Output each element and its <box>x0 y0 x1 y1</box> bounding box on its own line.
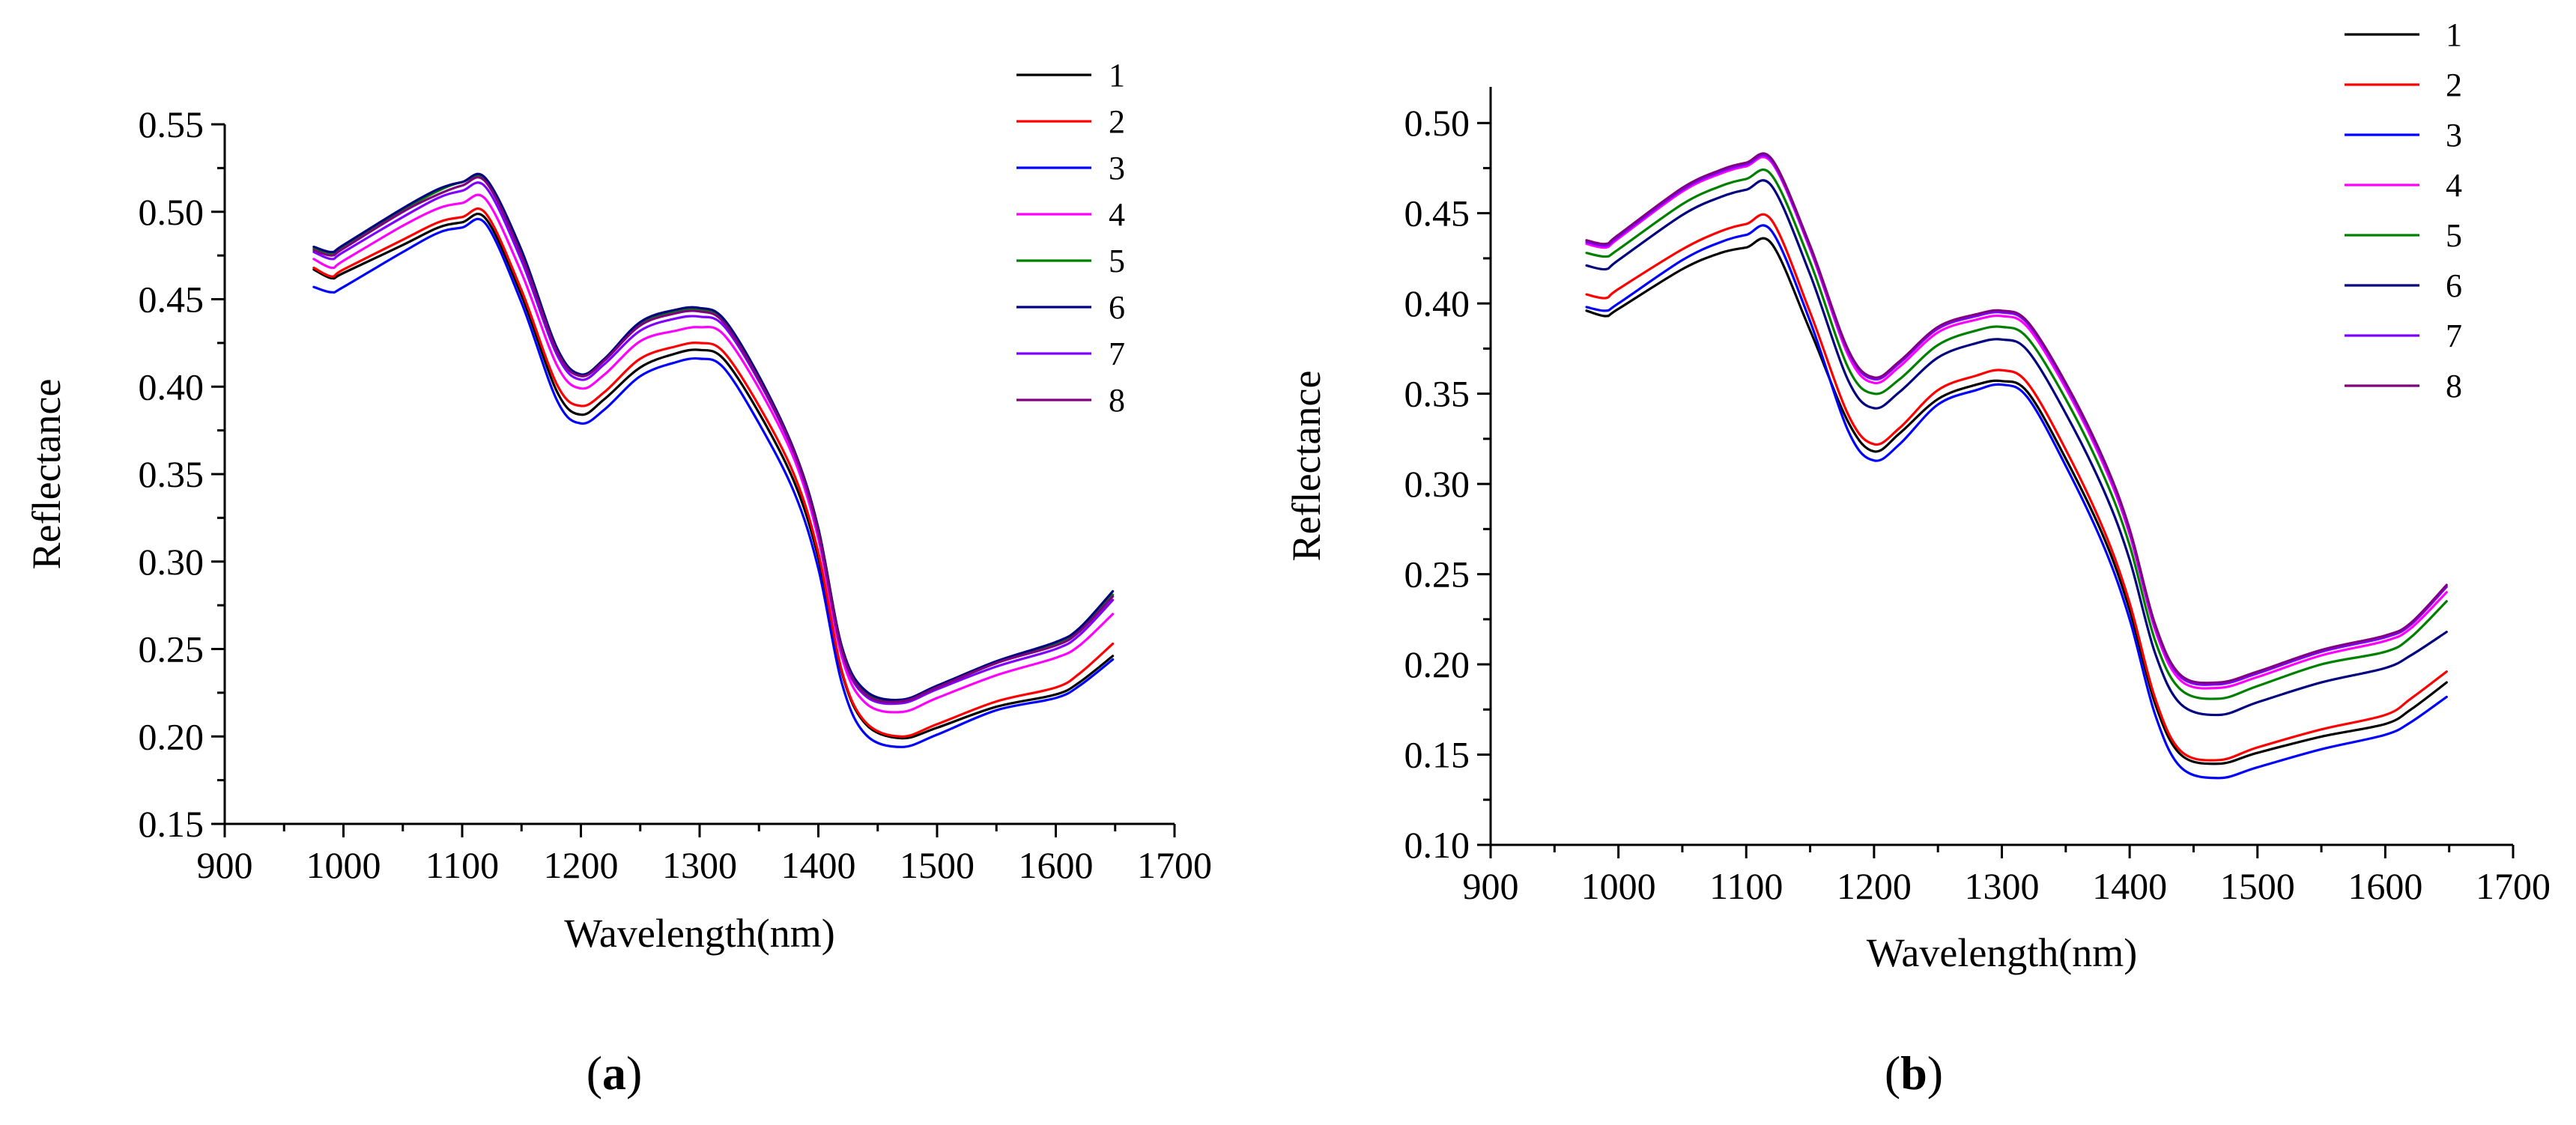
x-tick-label: 1100 <box>425 844 499 886</box>
legend-label-4: 4 <box>1109 196 1125 233</box>
panel-label: (b) <box>1885 1046 1943 1100</box>
x-tick-label: 1400 <box>781 844 856 886</box>
y-tick-label: 0.35 <box>139 453 204 495</box>
series-line-8 <box>312 176 1115 703</box>
series-line-4 <box>1585 156 2448 690</box>
x-tick-label: 1600 <box>2348 865 2422 907</box>
panel-label-letter: a <box>602 1046 626 1100</box>
x-tick-label: 1000 <box>1581 865 1656 907</box>
x-tick-label: 1100 <box>1709 865 1783 907</box>
x-tick-label: 900 <box>197 844 253 886</box>
panel-b-chart: 900 1000 1100 1200 1300 1400 1500 1600 1700 0.10 0… <box>1284 16 2551 1100</box>
legend-label-7: 7 <box>1109 336 1125 372</box>
legend-label-5: 5 <box>1109 243 1125 279</box>
x-tick-label: 1700 <box>2476 865 2551 907</box>
legend-label-3: 3 <box>1109 150 1125 187</box>
series-line-6 <box>312 172 1115 702</box>
x-tick-label: 900 <box>1463 865 1519 907</box>
y-tick-label: 0.25 <box>139 628 204 670</box>
x-tick-label: 1300 <box>1965 865 2040 907</box>
y-tick-label: 0.30 <box>139 541 204 583</box>
legend-label-1: 1 <box>2446 16 2462 53</box>
series-line-2 <box>312 207 1115 738</box>
panel-label-letter: b <box>1900 1046 1927 1100</box>
series-line-1 <box>1585 237 2448 765</box>
x-tick-label: 1300 <box>662 844 737 886</box>
legend-label-7: 7 <box>2446 318 2462 354</box>
x-tick-label: 1200 <box>544 844 619 886</box>
y-tick-label: 0.15 <box>1404 734 1470 776</box>
x-tick-label: 1700 <box>1137 844 1212 886</box>
legend-label-4: 4 <box>2446 167 2462 204</box>
series-line-7 <box>312 181 1115 706</box>
y-axis-title: Reflectance <box>24 379 69 570</box>
x-axis-title: Wavelength(nm) <box>1867 930 2138 975</box>
panel-a-chart: 900 1000 1100 1200 1300 1400 1500 1600 1700 0.15 0… <box>24 57 1212 1100</box>
series-line-2 <box>1585 213 2448 762</box>
y-tick-label: 0.55 <box>139 103 204 145</box>
y-tick-label: 0.40 <box>1404 282 1470 324</box>
series-line-4 <box>312 193 1115 714</box>
y-tick-label: 0.45 <box>1404 192 1470 234</box>
y-tick-label: 0.50 <box>139 191 204 233</box>
y-tick-label: 0.20 <box>1404 643 1470 685</box>
y-tick-label: 0.25 <box>1404 554 1470 595</box>
legend-label-6: 6 <box>1109 289 1125 326</box>
legend-label-8: 8 <box>1109 382 1125 419</box>
series-line-1 <box>312 213 1115 740</box>
series-line-5 <box>312 174 1115 702</box>
series-line-3 <box>312 217 1115 748</box>
x-tick-label: 1400 <box>2092 865 2167 907</box>
y-tick-label: 0.30 <box>1404 463 1470 505</box>
legend-label-3: 3 <box>2446 117 2462 154</box>
x-tick-label: 1000 <box>306 844 381 886</box>
series-line-5 <box>1585 169 2448 700</box>
series-line-3 <box>1585 224 2448 780</box>
x-tick-label: 1500 <box>900 844 975 886</box>
legend-label-6: 6 <box>2446 267 2462 304</box>
y-tick-label: 0.40 <box>139 366 204 407</box>
y-tick-label: 0.20 <box>139 715 204 757</box>
y-tick-label: 0.45 <box>139 279 204 321</box>
y-tick-label: 0.15 <box>139 803 204 845</box>
legend-label-5: 5 <box>2446 217 2462 254</box>
series-line-7 <box>1585 154 2448 686</box>
y-tick-label: 0.50 <box>1404 102 1470 144</box>
y-axis-title: Reflectance <box>1284 371 1329 562</box>
x-tick-label: 1600 <box>1019 844 1094 886</box>
panel-label: (a) <box>587 1046 643 1100</box>
x-tick-label: 1200 <box>1837 865 1912 907</box>
legend-label-2: 2 <box>1109 103 1125 140</box>
legend-label-8: 8 <box>2446 368 2462 404</box>
legend-label-1: 1 <box>1109 57 1125 94</box>
y-tick-label: 0.35 <box>1404 373 1470 415</box>
x-axis-title: Wavelength(nm) <box>564 911 835 956</box>
x-tick-label: 1500 <box>2220 865 2295 907</box>
legend-label-2: 2 <box>2446 67 2462 103</box>
series-line-6 <box>1585 179 2448 717</box>
y-tick-label: 0.10 <box>1404 824 1470 866</box>
series-line-8 <box>1585 152 2448 685</box>
